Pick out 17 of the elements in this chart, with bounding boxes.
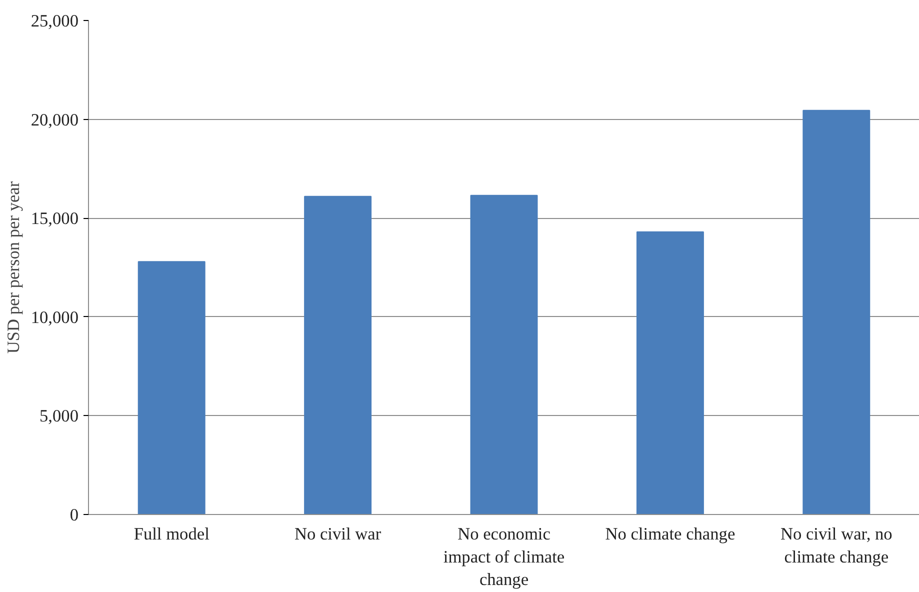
y-tick-label: 10,000 bbox=[30, 308, 79, 327]
bar bbox=[470, 194, 538, 514]
x-tick-label: No civil war bbox=[294, 524, 382, 544]
y-tick-label: 5,000 bbox=[40, 406, 79, 426]
bar bbox=[636, 231, 704, 514]
x-tick-label: No civil war, no climate change bbox=[780, 524, 892, 566]
x-tick-label: Full model bbox=[134, 524, 210, 544]
y-tick-label: 20,000 bbox=[30, 110, 79, 130]
y-axis-title: USD per person per year bbox=[4, 181, 23, 354]
bar bbox=[138, 261, 206, 514]
bar bbox=[802, 110, 870, 514]
x-tick-label: No climate change bbox=[605, 524, 736, 544]
y-tick-label: 15,000 bbox=[30, 209, 79, 228]
y-tick-label: 25,000 bbox=[30, 12, 79, 30]
x-tick-label: No economic impact of climate change bbox=[443, 524, 565, 590]
y-tick-label: 0 bbox=[70, 506, 79, 524]
bar bbox=[304, 196, 372, 514]
